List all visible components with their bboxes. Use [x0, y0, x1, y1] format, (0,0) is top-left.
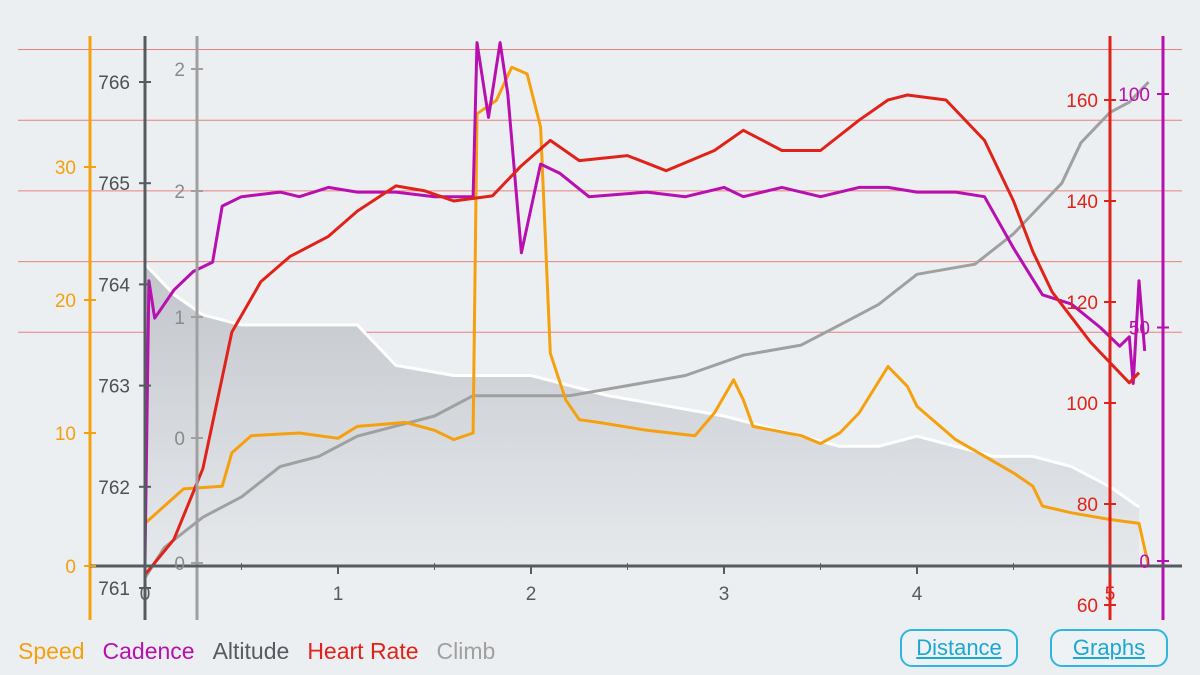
- altitude-tick-label: 762: [98, 478, 130, 499]
- x-tick-label: 5: [1105, 584, 1116, 605]
- legend: Speed Cadence Altitude Heart Rate Climb: [18, 638, 495, 665]
- altitude-tick-label: 765: [98, 174, 130, 195]
- altitude-line: [143, 263, 1140, 509]
- tick-labels: 0 1 2 3 4 50102030761762763764765766001226080…: [55, 60, 1150, 617]
- heart-rate-tick-label: 80: [1077, 495, 1098, 516]
- speed-line: [143, 65, 1151, 567]
- speed-tick-label: 10: [55, 424, 76, 445]
- x-tick-label: 4: [912, 584, 923, 605]
- climb-tick-label: 0: [174, 554, 185, 575]
- distance-button[interactable]: Distance: [900, 629, 1018, 667]
- legend-altitude: Altitude: [212, 638, 290, 664]
- legend-heart-rate: Heart Rate: [307, 638, 419, 664]
- heart-rate-line: [143, 93, 1141, 576]
- x-tick-label: 3: [719, 584, 730, 605]
- climb-tick-label: 0: [174, 429, 185, 450]
- altitude-tick-label: 761: [98, 579, 130, 600]
- cadence-tick-label: 0: [1139, 552, 1150, 573]
- cadence-tick-label: 50: [1129, 319, 1150, 340]
- x-tick-label: 2: [526, 584, 537, 605]
- heart-rate-tick-label: 120: [1066, 293, 1098, 314]
- speed-tick-label: 30: [55, 158, 76, 179]
- cadence-tick-label: 100: [1118, 85, 1150, 106]
- speed-tick-label: 0: [65, 557, 76, 578]
- climb-tick-label: 2: [174, 182, 185, 203]
- altitude-area: [145, 264, 1139, 566]
- climb-tick-label: 2: [174, 60, 185, 81]
- graphs-button[interactable]: Graphs: [1050, 629, 1168, 667]
- altitude-tick-label: 763: [98, 377, 130, 398]
- axes: [84, 36, 1182, 620]
- altitude-tick-label: 766: [98, 73, 130, 94]
- altitude-tick-label: 764: [98, 275, 130, 296]
- x-tick-label: 1: [333, 584, 344, 605]
- legend-speed: Speed: [18, 638, 85, 664]
- climb-line: [143, 80, 1150, 579]
- heart-rate-tick-label: 60: [1077, 596, 1098, 617]
- cadence-line: [143, 41, 1147, 562]
- legend-cadence: Cadence: [102, 638, 195, 664]
- heart-rate-tick-label: 160: [1066, 91, 1098, 112]
- series-lines: [143, 41, 1151, 579]
- altitude-fill: [145, 264, 1139, 566]
- speed-tick-label: 20: [55, 291, 76, 312]
- heart-rate-tick-label: 140: [1066, 192, 1098, 213]
- heart-rate-tick-label: 100: [1066, 394, 1098, 415]
- climb-tick-label: 1: [174, 308, 185, 329]
- x-tick-label: 0: [140, 584, 151, 605]
- legend-climb: Climb: [436, 638, 496, 664]
